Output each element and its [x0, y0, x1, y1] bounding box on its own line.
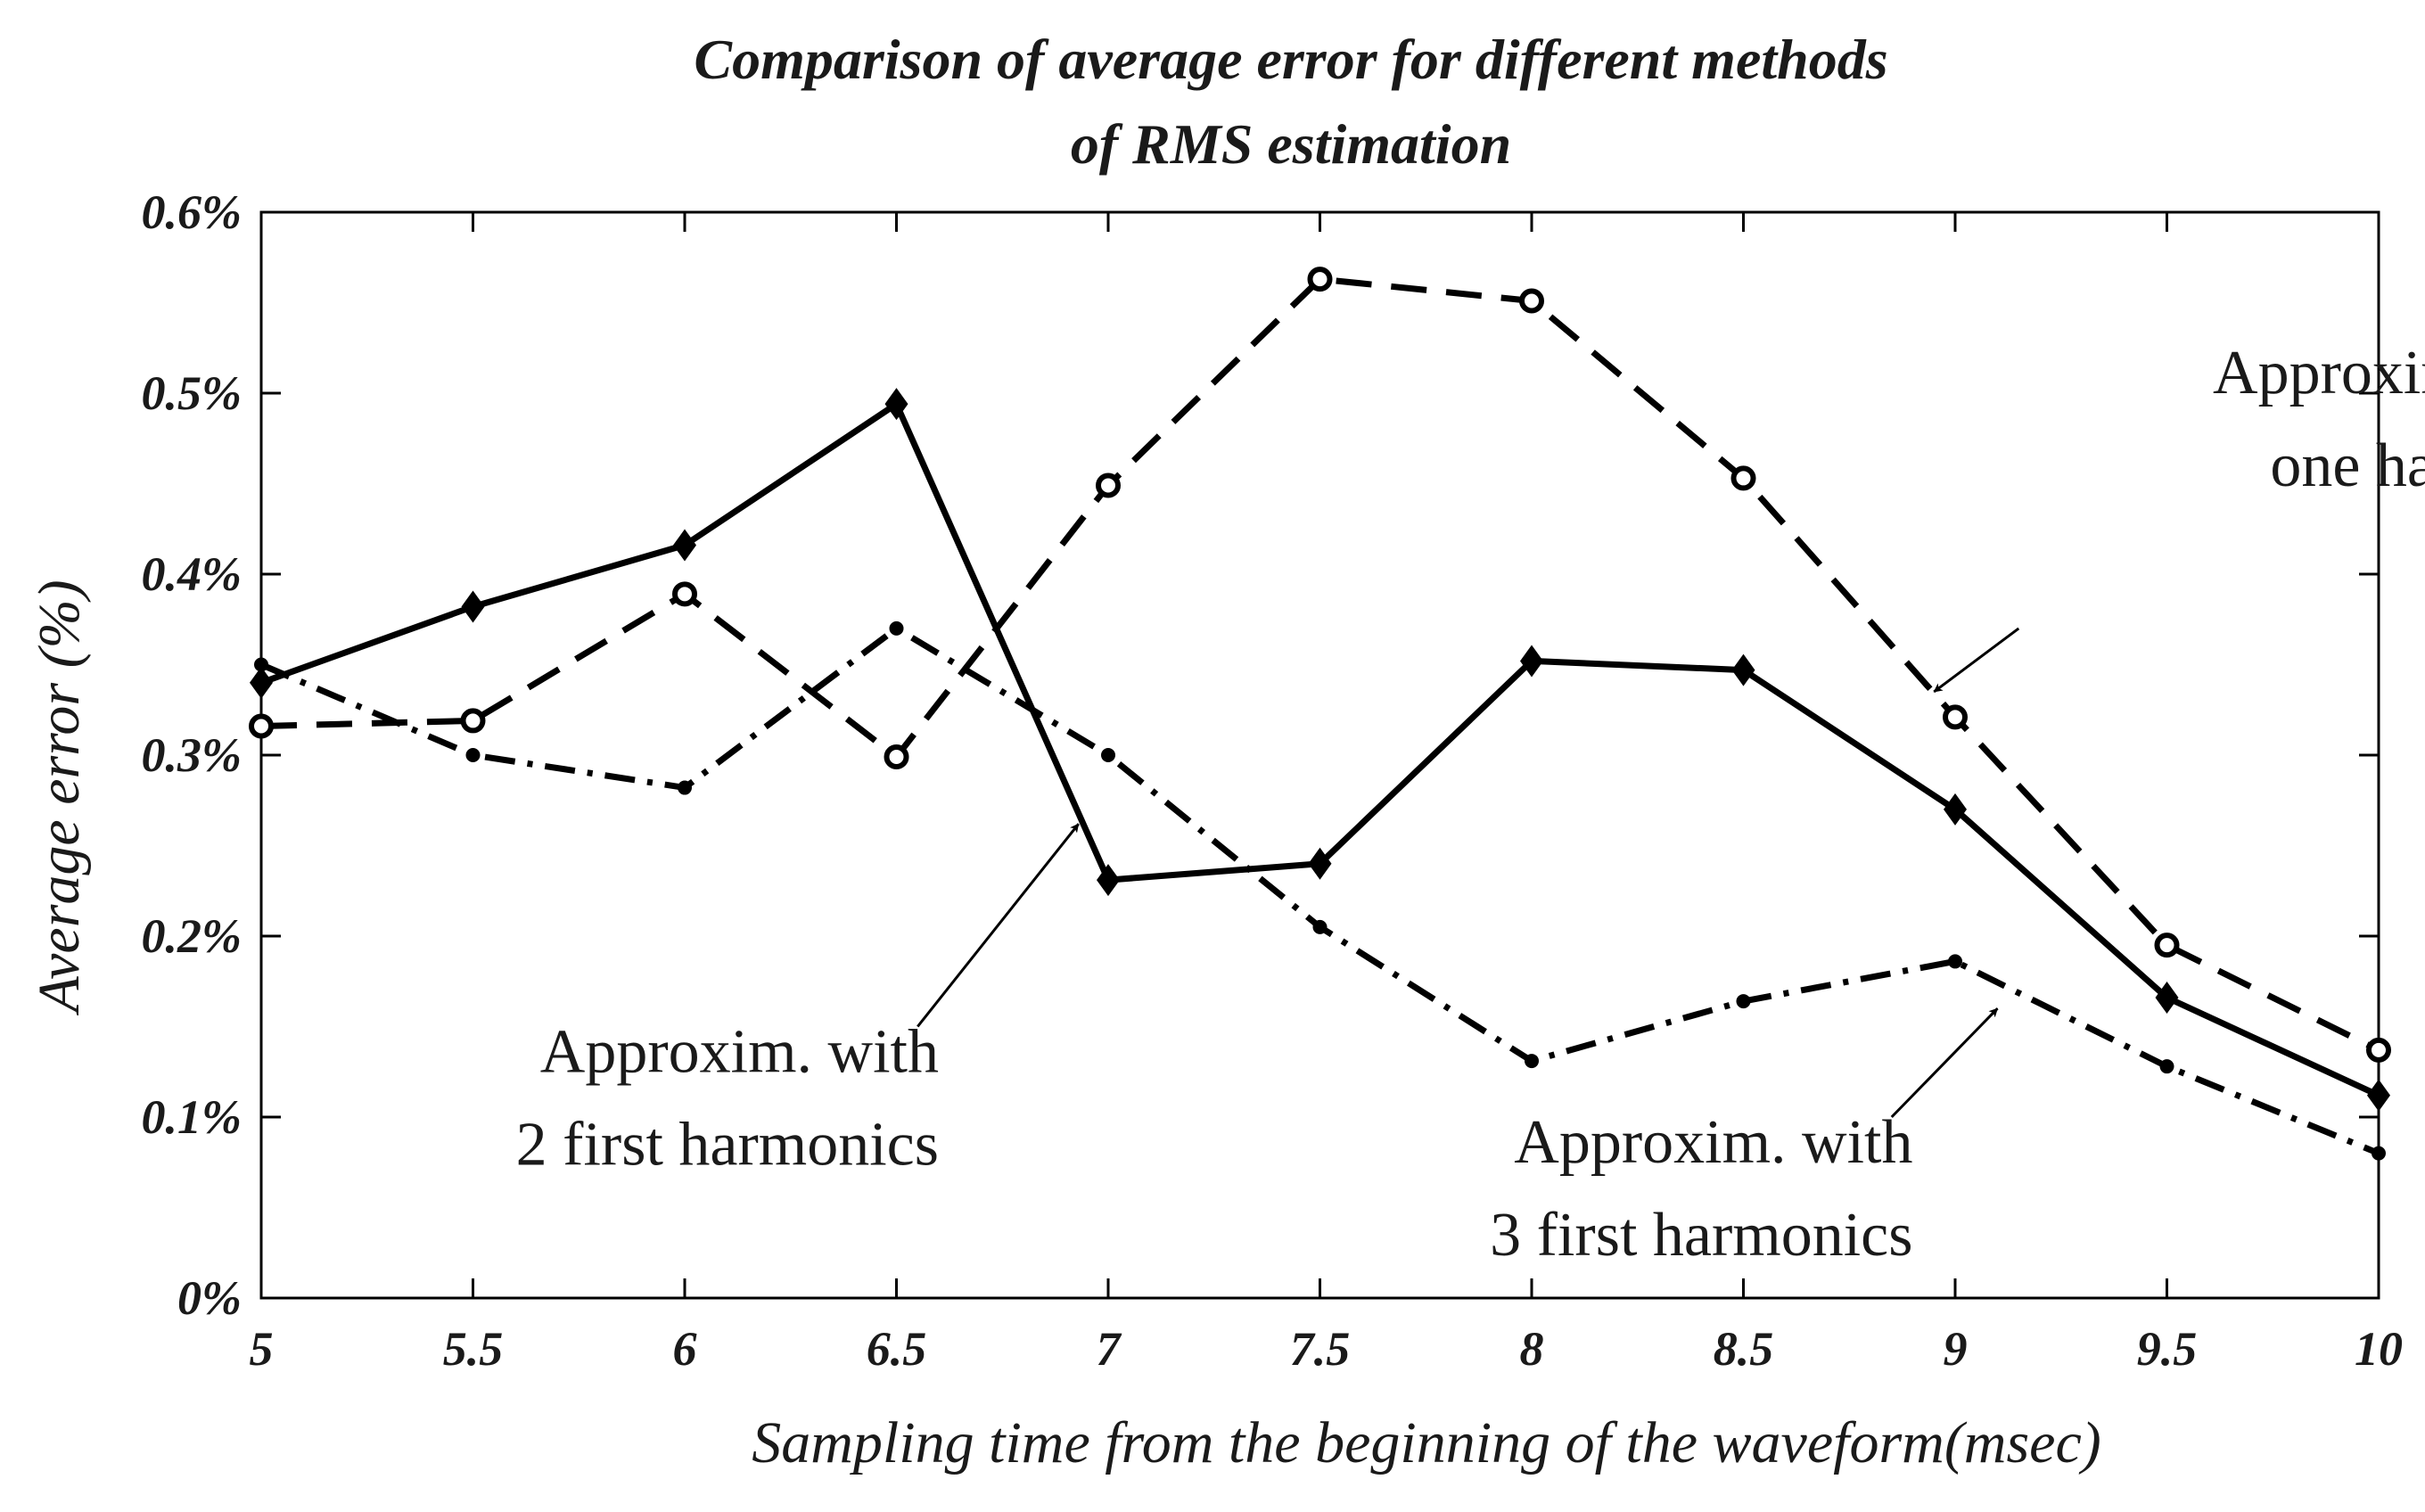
annotation-arrow [1933, 627, 2020, 694]
y-tick-label: 0.2% [142, 909, 242, 963]
x-tick-label: 8.5 [1714, 1322, 1774, 1376]
series-line-one_harmonic [260, 275, 2380, 1054]
data-point-three_harmonics [2372, 1146, 2386, 1161]
data-point-three_harmonics [678, 780, 692, 795]
x-tick-label: 7.5 [1290, 1322, 1351, 1376]
series-one_harmonic [249, 267, 2391, 1063]
data-point-two_harmonics [1944, 793, 1967, 826]
data-point-one_harmonic [460, 708, 486, 734]
series-two_harmonics [250, 388, 2390, 1112]
data-point-two_harmonics [2367, 1079, 2390, 1112]
annotation-label: Approxim. with [540, 1017, 939, 1086]
data-point-one_harmonic [1730, 465, 1756, 491]
annotation-one_harmonic: Approxim. with one harmonic [1933, 339, 2425, 694]
data-point-two_harmonics [1308, 847, 1332, 880]
data-point-three_harmonics [2159, 1059, 2174, 1074]
annotation-label: 3 first harmonics [1490, 1201, 1912, 1270]
data-point-one_harmonic [1096, 472, 1121, 498]
data-point-two_harmonics [250, 666, 273, 699]
x-tick-label: 5.5 [443, 1322, 504, 1376]
data-point-three_harmonics [1736, 994, 1751, 1009]
y-tick-label: 0.4% [142, 547, 242, 601]
series-layer [249, 267, 2391, 1161]
data-point-one_harmonic [1943, 704, 1968, 730]
annotation-label: 2 first harmonics [516, 1110, 939, 1179]
y-tick-label: 0.6% [142, 185, 242, 239]
series-line-two_harmonics [259, 400, 2380, 1098]
y-tick-label: 0.1% [142, 1090, 242, 1144]
y-axis-ticks: 0% 0.1% 0.2% 0.3% 0.4% 0.5% 0.6% [142, 185, 2379, 1325]
data-point-three_harmonics [1312, 919, 1328, 934]
data-point-one_harmonic [884, 744, 909, 770]
annotation-two_harmonics: Approxim. with 2 first harmonics [516, 823, 1080, 1179]
x-axis-ticks: 5 5.5 6 6.5 7 7.5 8 8.5 9 9.5 10 [250, 212, 2403, 1376]
data-point-one_harmonic [1519, 288, 1544, 314]
y-tick-label: 0.5% [142, 366, 242, 420]
x-axis-label: Sampling time from the beginning of the … [752, 1410, 2100, 1475]
x-tick-label: 6.5 [867, 1322, 927, 1376]
data-point-one_harmonic [2366, 1037, 2391, 1063]
series-three_harmonics [254, 620, 2386, 1161]
x-tick-label: 6 [673, 1322, 697, 1376]
data-point-one_harmonic [1307, 267, 1333, 292]
data-point-two_harmonics [884, 388, 908, 421]
annotation-layer: Approxim. withone harmonicApproxim. with… [516, 339, 2425, 1270]
x-tick-label: 7 [1097, 1322, 1122, 1376]
data-point-two_harmonics [673, 529, 696, 562]
data-point-three_harmonics [889, 620, 904, 636]
data-point-three_harmonics [465, 748, 481, 762]
y-tick-label: 0% [177, 1271, 242, 1325]
annotation-label: one harmonic [2270, 431, 2425, 500]
chart-title-line2: of RMS estimation [1071, 112, 1511, 176]
annotation-label: Approxim. with [1514, 1108, 1912, 1177]
data-point-two_harmonics [1097, 864, 1120, 897]
data-point-one_harmonic [2154, 933, 2180, 958]
data-point-three_harmonics [1525, 1054, 1539, 1069]
annotation-three_harmonics: Approxim. with 3 first harmonics [1490, 1007, 1999, 1270]
data-point-one_harmonic [249, 713, 274, 739]
data-point-one_harmonic [672, 581, 697, 607]
annotation-label: Approxim. with [2213, 339, 2425, 407]
annotation-arrow [1890, 1007, 1999, 1119]
data-point-two_harmonics [461, 590, 485, 623]
x-tick-label: 10 [2355, 1322, 2403, 1376]
y-axis-label: Average error (%) [27, 579, 92, 1015]
data-point-two_harmonics [1520, 645, 1543, 678]
data-point-three_harmonics [1101, 748, 1115, 762]
data-point-two_harmonics [2155, 982, 2179, 1015]
y-tick-label: 0.3% [142, 728, 242, 782]
chart-title: Comparison of average error for differen… [694, 28, 1887, 91]
data-point-three_harmonics [1948, 954, 1962, 969]
x-tick-label: 8 [1520, 1322, 1544, 1376]
data-point-two_harmonics [1731, 653, 1755, 686]
annotation-arrow [917, 823, 1080, 1028]
data-point-three_harmonics [254, 657, 268, 672]
x-tick-label: 9 [1944, 1322, 1968, 1376]
x-tick-label: 9.5 [2137, 1322, 2198, 1376]
x-tick-label: 5 [250, 1322, 274, 1376]
